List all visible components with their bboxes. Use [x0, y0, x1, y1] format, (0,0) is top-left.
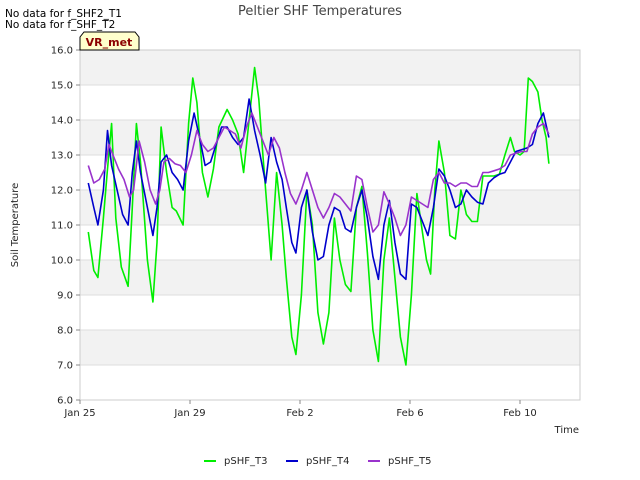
x-axis: Jan 25 Jan 29 Feb 2 Feb 6 Feb 10 — [63, 400, 537, 419]
legend-label-pSHF_T4: pSHF_T4 — [306, 456, 349, 467]
x-tick-label: Feb 6 — [396, 408, 423, 419]
y-tick-label: 6.0 — [57, 396, 73, 407]
y-tick-label: 8.0 — [57, 326, 73, 337]
y-axis-title: Soil Temperature — [10, 183, 21, 268]
series-line-pSHF_T3 — [87, 66, 550, 366]
background-bands — [80, 50, 580, 365]
no-data-note-1: No data for f_SHF2_T1 — [5, 8, 122, 20]
chart-title: Peltier SHF Temperatures — [238, 4, 402, 19]
x-axis-title: Time — [554, 425, 579, 436]
y-axis: 6.0 7.0 8.0 9.0 10.0 11.0 12.0 13.0 14.0 15.0 16.0 — [51, 46, 80, 407]
y-tick-label: 9.0 — [57, 291, 73, 302]
x-tick-label: Feb 2 — [286, 408, 313, 419]
y-tick-label: 15.0 — [51, 81, 73, 92]
y-tick-label: 14.0 — [51, 116, 73, 127]
legend-label-pSHF_T5: pSHF_T5 — [388, 456, 431, 467]
y-tick-label: 12.0 — [51, 186, 73, 197]
series-line-pSHF_T5 — [87, 112, 550, 237]
y-tick-label: 16.0 — [51, 46, 73, 57]
badge-shape — [79, 31, 140, 51]
x-tick-label: Feb 10 — [503, 408, 537, 419]
y-tick-label: 13.0 — [51, 151, 73, 162]
badge-label: VR_met — [86, 36, 133, 49]
vr-met-badge: VR_met — [79, 31, 140, 51]
no-data-note-2: No data for f_SHF_T2 — [5, 19, 116, 31]
band — [80, 120, 580, 155]
x-tick-label: Jan 25 — [63, 408, 95, 419]
series-lines — [87, 66, 550, 366]
legend: pSHF_T3 pSHF_T4 pSHF_T5 — [204, 456, 431, 467]
band — [80, 330, 580, 365]
y-tick-label: 10.0 — [51, 256, 73, 267]
band — [80, 50, 580, 85]
y-tick-label: 7.0 — [57, 361, 73, 372]
legend-label-pSHF_T3: pSHF_T3 — [224, 456, 267, 467]
y-tick-label: 11.0 — [51, 221, 73, 232]
x-tick-label: Jan 29 — [173, 408, 205, 419]
